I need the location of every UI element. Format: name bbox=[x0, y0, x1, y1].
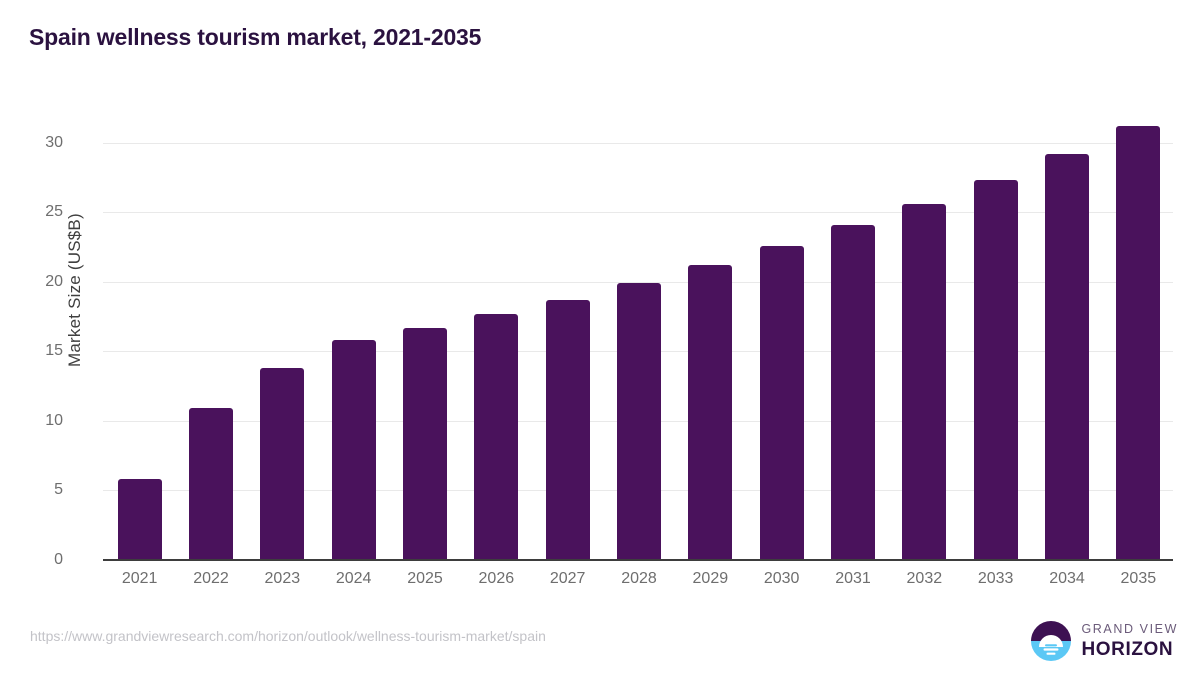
bar-2034[interactable] bbox=[1045, 153, 1089, 560]
bars-group bbox=[103, 112, 1173, 560]
x-tick-label: 2034 bbox=[1049, 570, 1085, 587]
gridline bbox=[103, 212, 1173, 214]
bar-2023[interactable] bbox=[260, 368, 305, 560]
bar-2022[interactable] bbox=[189, 408, 233, 560]
gridline bbox=[103, 142, 1173, 144]
bar-2035[interactable] bbox=[1116, 125, 1161, 560]
gridline bbox=[103, 281, 1173, 283]
x-axis-ticks: 2021 2022 2023 2024 2025 2026 2027 2028 2029 2030… bbox=[103, 570, 1173, 598]
brand-logo: GRAND VIEW HORIZON bbox=[1030, 618, 1178, 664]
source-url[interactable]: https://www.grandviewresearch.com/horizo… bbox=[30, 628, 546, 644]
x-tick-label: 2021 bbox=[121, 570, 158, 587]
x-tick-label: 2029 bbox=[692, 570, 729, 587]
y-axis-title: Market Size (US$B) bbox=[65, 213, 84, 367]
x-tick-label: 2031 bbox=[835, 570, 871, 587]
x-tick-label: 2022 bbox=[193, 570, 229, 587]
y-tick-label: 10 bbox=[45, 411, 63, 429]
logo-line-grand-view: GRAND VIEW bbox=[1081, 622, 1178, 637]
y-tick-label: 0 bbox=[54, 551, 63, 568]
x-tick-label: 2035 bbox=[1120, 570, 1157, 587]
bar-2027[interactable] bbox=[545, 299, 590, 560]
y-tick-label: 25 bbox=[45, 203, 63, 221]
x-tick-label: 2025 bbox=[407, 570, 443, 587]
x-tick-label: 2023 bbox=[264, 570, 301, 587]
bar-2032[interactable] bbox=[902, 203, 947, 560]
bar-2033[interactable] bbox=[973, 180, 1018, 560]
x-tick-label: 2024 bbox=[335, 570, 372, 587]
x-tick-label: 2028 bbox=[621, 570, 657, 587]
logo-line-horizon: HORIZON bbox=[1081, 638, 1174, 660]
x-tick-label: 2030 bbox=[763, 570, 800, 587]
x-tick-label: 2032 bbox=[906, 570, 943, 587]
x-tick-label: 2026 bbox=[478, 570, 515, 587]
bar-2028[interactable] bbox=[617, 283, 661, 560]
bar-2025[interactable] bbox=[403, 327, 447, 560]
bar-2021[interactable] bbox=[117, 479, 162, 560]
bar-2030[interactable] bbox=[759, 245, 804, 560]
y-tick-label: 15 bbox=[45, 342, 63, 360]
x-axis-line bbox=[103, 559, 1173, 561]
x-tick-label: 2027 bbox=[549, 570, 586, 587]
bar-2024[interactable] bbox=[331, 340, 376, 560]
y-tick-label: 5 bbox=[54, 481, 63, 499]
logo-text: GRAND VIEW HORIZON bbox=[1081, 623, 1178, 659]
bar-2029[interactable] bbox=[688, 265, 733, 560]
page-title: Spain wellness tourism market, 2021-2035 bbox=[29, 24, 482, 50]
y-tick-label: 20 bbox=[45, 272, 63, 290]
y-tick-label: 30 bbox=[45, 133, 63, 151]
bar-2031[interactable] bbox=[831, 224, 875, 560]
x-tick-label: 2033 bbox=[977, 570, 1014, 587]
bar-2026[interactable] bbox=[474, 313, 519, 560]
grand-view-horizon-logo-mark-icon bbox=[1031, 621, 1072, 661]
